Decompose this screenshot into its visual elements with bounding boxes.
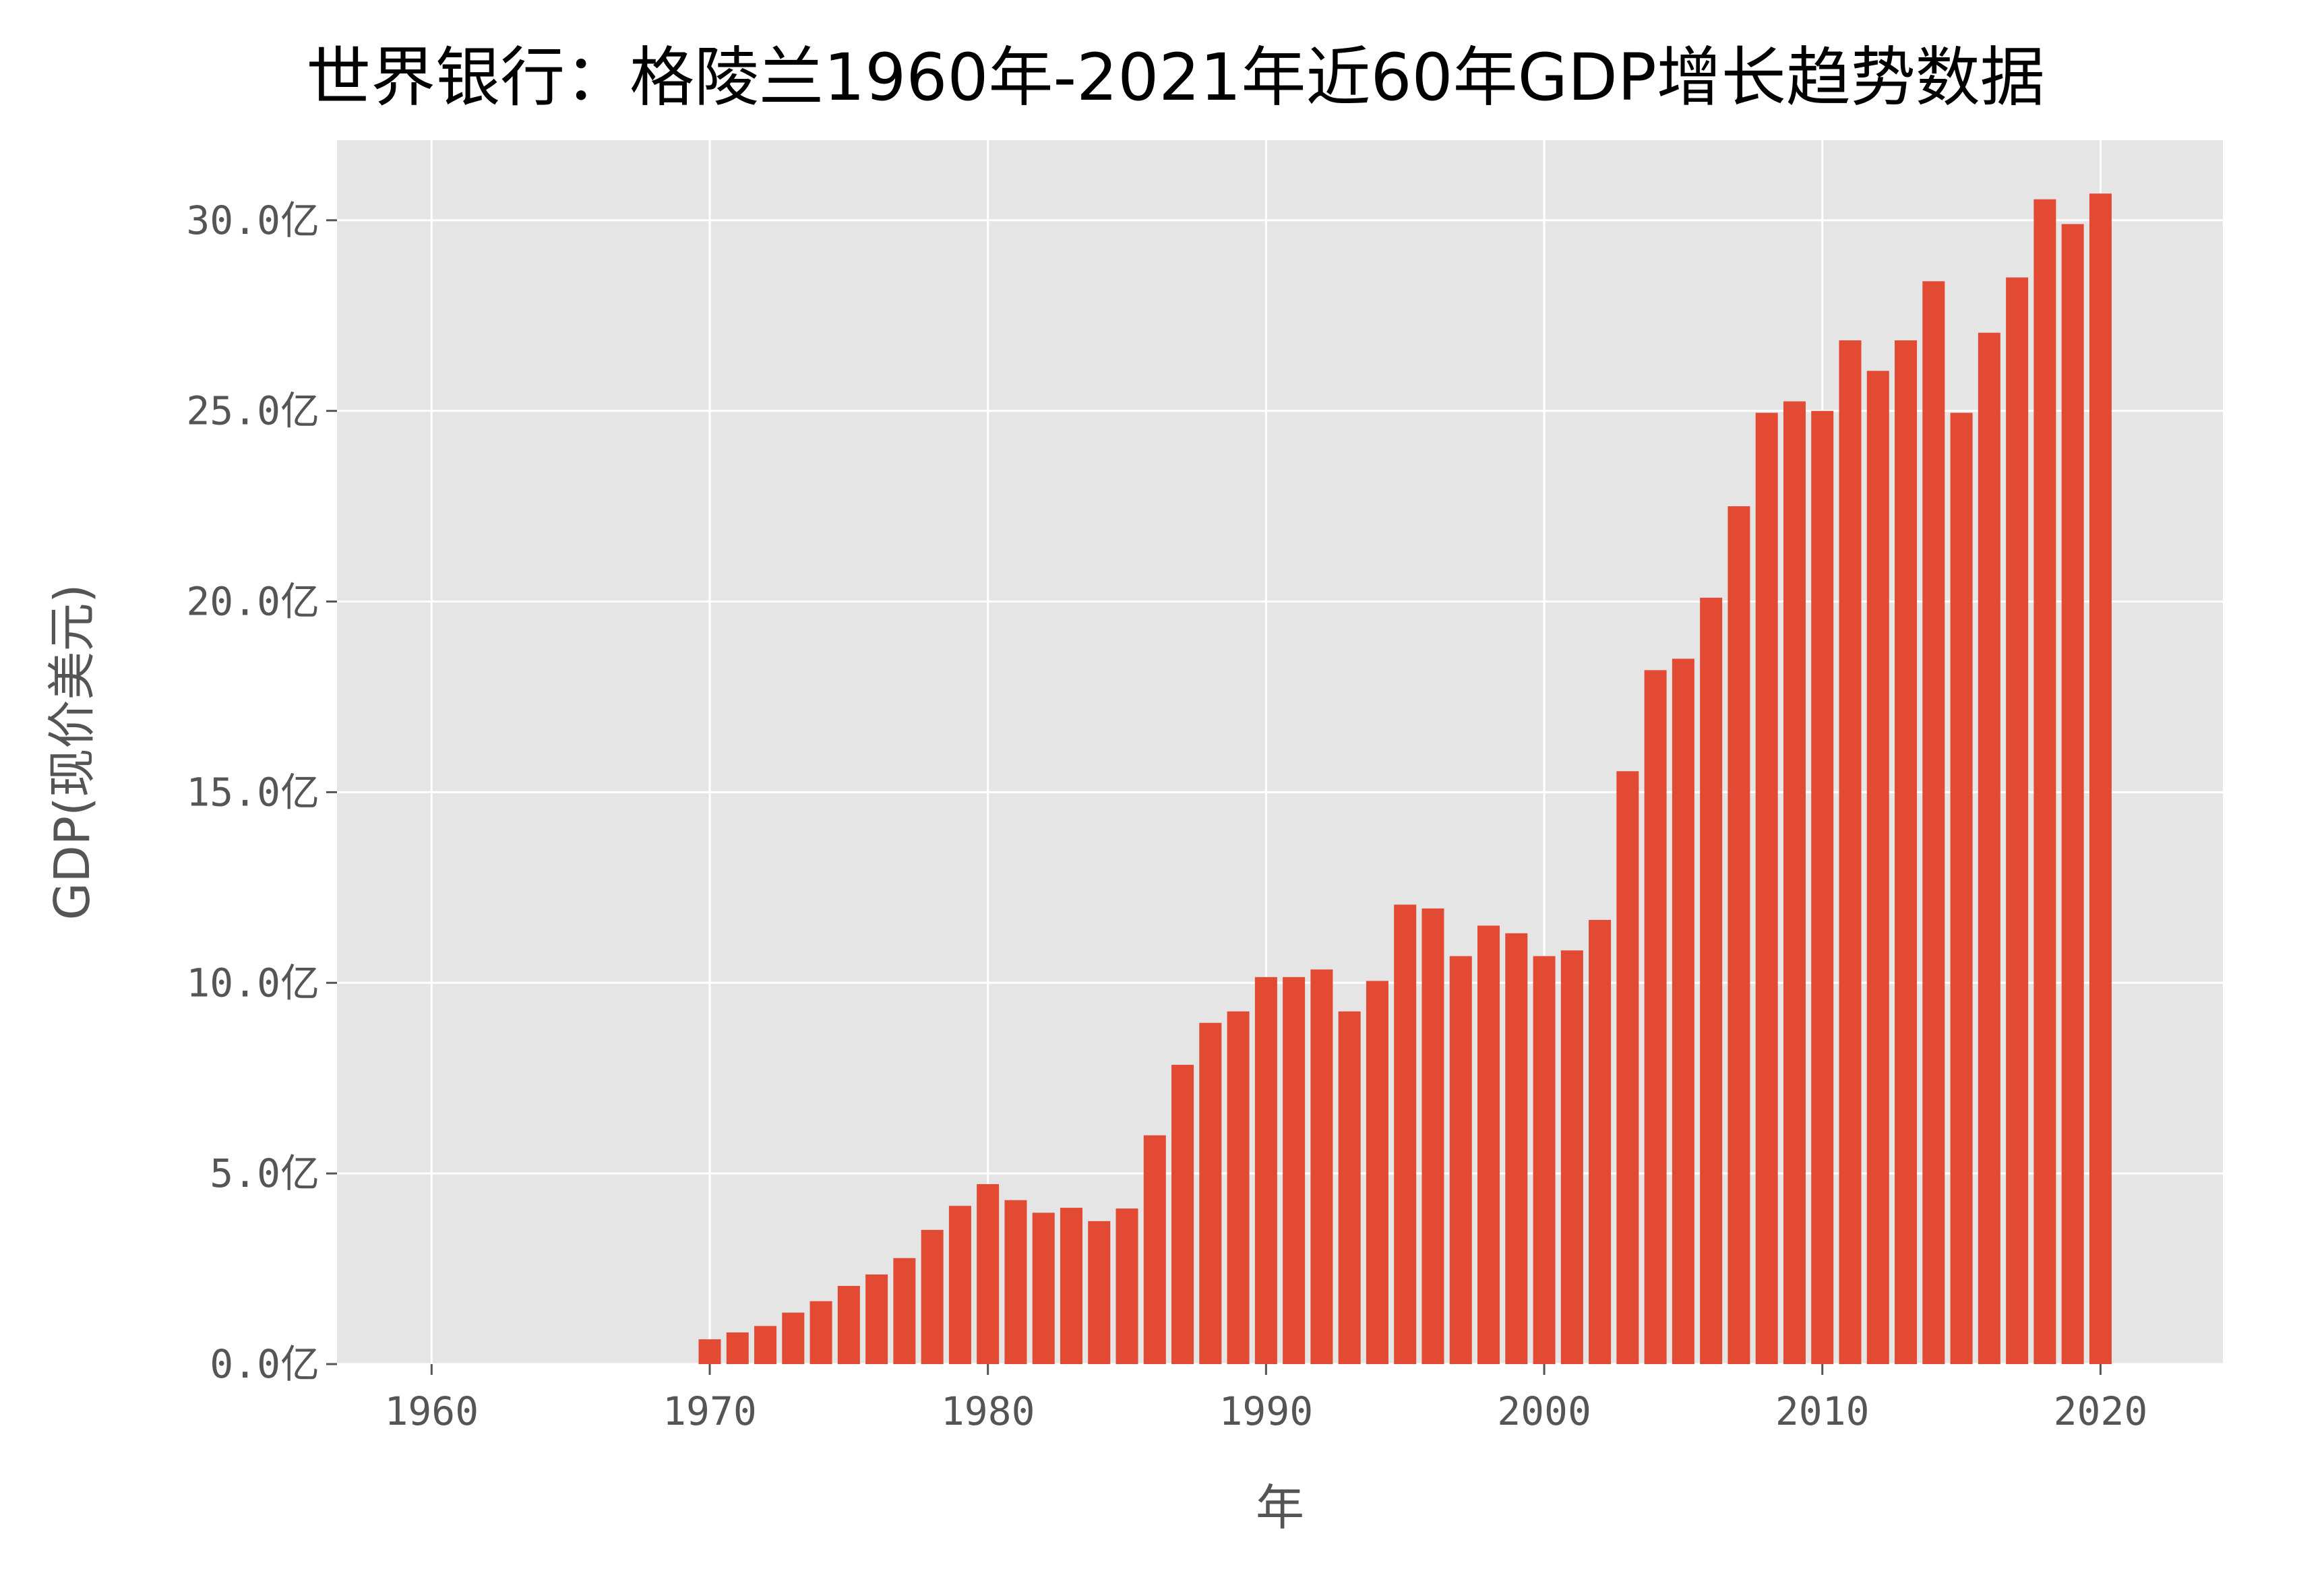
bar-1992	[1310, 969, 1333, 1364]
bar-2009	[1783, 401, 1806, 1364]
bars	[698, 193, 2112, 1365]
bar-1998	[1477, 925, 1500, 1364]
y-axis-label: GDP(现价美元)	[44, 584, 100, 921]
bar-2015	[1950, 412, 1973, 1364]
chart-title: 世界银行：格陵兰1960年-2021年近60年GDP增长趋势数据	[306, 40, 2045, 115]
bar-1974	[809, 1301, 832, 1364]
bar-1970	[698, 1339, 721, 1364]
bar-2001	[1560, 950, 1583, 1364]
bar-1999	[1505, 933, 1528, 1364]
x-tick-label: 1960	[384, 1388, 479, 1434]
bar-1997	[1449, 956, 1472, 1364]
bar-2008	[1755, 412, 1778, 1364]
bar-2019	[2061, 224, 2084, 1364]
bar-1994	[1366, 981, 1388, 1364]
bar-2013	[1895, 340, 1918, 1365]
bar-1971	[726, 1332, 749, 1364]
bar-1993	[1338, 1011, 1361, 1364]
y-tick-label: 30.0亿	[186, 197, 319, 243]
y-tick-label: 10.0亿	[186, 960, 319, 1006]
bar-1989	[1227, 1011, 1250, 1364]
y-tick-label: 20.0亿	[186, 579, 319, 625]
x-tick-label: 2020	[2054, 1388, 2148, 1434]
x-axis-ticks: 1960 1970 1980 1990 2000 2010 2020	[384, 1364, 2147, 1434]
bar-1981	[1004, 1200, 1027, 1364]
bar-1987	[1171, 1064, 1194, 1364]
bar-1979	[948, 1206, 971, 1364]
bar-1995	[1394, 904, 1417, 1364]
bar-1983	[1060, 1208, 1082, 1364]
bar-2020	[2089, 193, 2112, 1364]
bar-2003	[1616, 771, 1639, 1364]
bar-2012	[1866, 371, 1889, 1365]
bar-1984	[1088, 1221, 1111, 1364]
bar-2006	[1700, 597, 1723, 1365]
bar-2016	[1978, 332, 2000, 1364]
bar-1973	[782, 1312, 805, 1364]
bar-2017	[2006, 277, 2029, 1364]
bar-2018	[2034, 199, 2056, 1364]
bar-2002	[1589, 919, 1612, 1364]
bar-1975	[837, 1286, 860, 1364]
bar-1996	[1421, 908, 1444, 1364]
y-axis-ticks: 0.0亿 5.0亿 10.0亿 15.0亿 20.0亿 25.0亿 30.0亿	[186, 197, 337, 1387]
x-tick-label: 2010	[1775, 1388, 1870, 1434]
bar-1991	[1283, 977, 1306, 1364]
bar-2010	[1811, 410, 1834, 1364]
bar-1978	[921, 1229, 944, 1364]
x-axis-label: 年	[1256, 1479, 1304, 1536]
bar-2014	[1922, 281, 1945, 1365]
x-tick-label: 1990	[1219, 1388, 1314, 1434]
bar-1988	[1199, 1022, 1222, 1364]
bar-1980	[977, 1183, 1000, 1364]
bar-1977	[893, 1258, 916, 1364]
y-tick-label: 15.0亿	[186, 769, 319, 815]
bar-1986	[1143, 1135, 1166, 1364]
bar-1972	[754, 1326, 777, 1364]
bar-1982	[1032, 1212, 1055, 1364]
bar-1976	[865, 1274, 888, 1364]
y-tick-label: 25.0亿	[186, 388, 319, 434]
bar-1985	[1115, 1208, 1138, 1364]
y-tick-label: 5.0亿	[210, 1150, 319, 1196]
y-tick-label: 0.0亿	[210, 1341, 319, 1387]
bar-2005	[1672, 658, 1694, 1364]
x-tick-label: 2000	[1497, 1388, 1591, 1434]
bar-1990	[1254, 977, 1277, 1364]
x-tick-label: 1970	[663, 1388, 757, 1434]
bar-2004	[1644, 670, 1667, 1364]
bar-2007	[1727, 506, 1750, 1364]
bar-2000	[1533, 956, 1556, 1364]
x-tick-label: 1980	[941, 1388, 1035, 1434]
bar-2011	[1839, 340, 1862, 1365]
